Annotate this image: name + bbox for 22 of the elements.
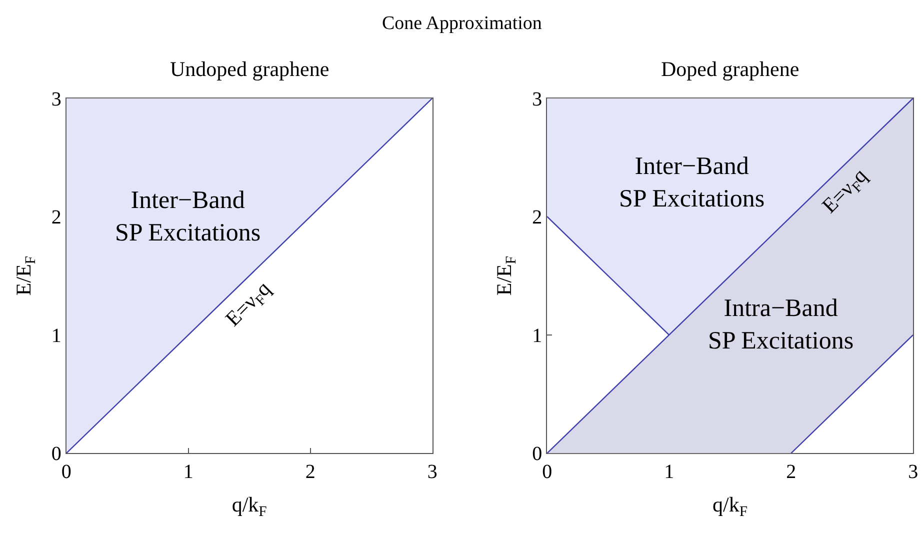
annotation: Inter−Band SP Excitations [115, 187, 261, 246]
y-tick-label: 0 [532, 443, 542, 466]
x-tick-label: 2 [305, 461, 316, 484]
chart-title: Doped graphene [661, 57, 800, 81]
x-tick-label: 3 [908, 461, 918, 484]
y-tick-label: 1 [532, 324, 542, 347]
x-tick-label: 1 [183, 461, 194, 484]
y-tick-label: 2 [532, 206, 542, 229]
y-tick-label: 2 [51, 206, 62, 229]
chart-title: Undoped graphene [170, 57, 330, 81]
x-tick-label: 1 [664, 461, 674, 484]
text: Cone Approximation [382, 13, 542, 34]
x-axis-title: q/k$_{F}$ [712, 492, 748, 520]
y-tick-label: 0 [51, 443, 62, 466]
x-tick-label: 3 [427, 461, 438, 484]
y-tick-label: 3 [532, 88, 542, 110]
y-tick-label: 3 [51, 88, 62, 110]
y-tick-label: 1 [51, 324, 62, 347]
x-axis-title: q/k$_{F}$ [232, 492, 267, 520]
annotation: Intra−Band SP Excitations [708, 295, 854, 354]
annotation: Inter−Band SP Excitations [619, 153, 765, 212]
x-tick-label: 2 [786, 461, 796, 484]
